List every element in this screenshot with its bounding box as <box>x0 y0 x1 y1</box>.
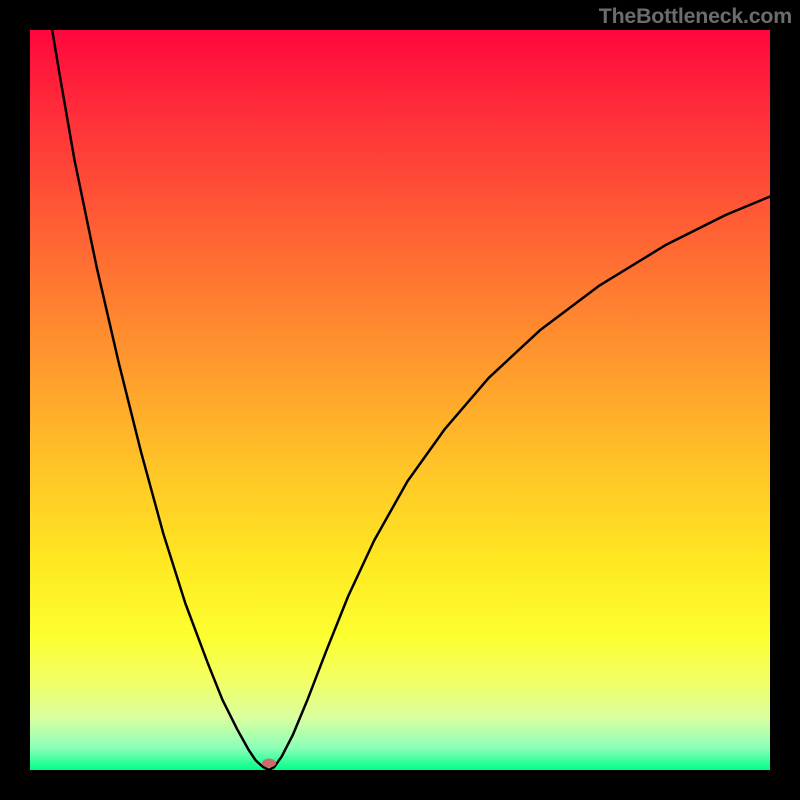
plot-area <box>30 30 770 770</box>
chart-frame-right <box>770 0 800 800</box>
background-gradient <box>30 30 770 770</box>
chart-container: TheBottleneck.com <box>0 0 800 800</box>
minimum-marker <box>262 758 276 767</box>
watermark-text: TheBottleneck.com <box>599 4 792 29</box>
chart-frame-bottom <box>0 770 800 800</box>
chart-frame-left <box>0 0 30 800</box>
